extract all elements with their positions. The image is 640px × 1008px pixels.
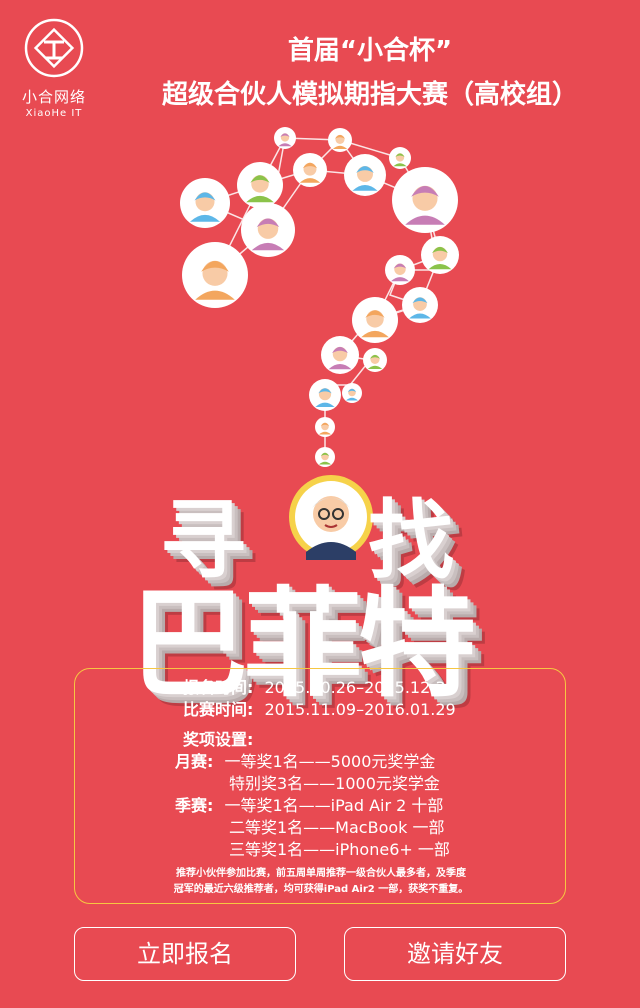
- headline-char-2: 找: [368, 491, 454, 591]
- avatar-node-icon: [321, 336, 359, 374]
- season-label: 季赛:: [175, 796, 214, 815]
- question-mark-network-illustration: [180, 127, 459, 467]
- signup-time-label: 报名时间:: [183, 678, 254, 697]
- headline-char-1: 寻: [160, 491, 246, 591]
- avatar-node-icon: [389, 147, 411, 169]
- logo-subtitle: XiaoHe IT: [25, 108, 83, 119]
- avatar-node-icon: [392, 167, 458, 233]
- prizes-label: 奖项设置:: [183, 730, 254, 749]
- avatar-node-icon: [293, 153, 327, 187]
- signup-time-value: 2015.10.26–2015.12.31: [264, 678, 456, 697]
- buffett-avatar-icon: [289, 475, 373, 560]
- avatar-node-icon: [352, 297, 398, 343]
- avatar-node-icon: [241, 203, 295, 257]
- logo: 小合网络 XiaoHe IT: [14, 18, 94, 119]
- title-line-1: 首届“小合杯”: [287, 36, 453, 66]
- logo-name: 小合网络: [21, 88, 86, 106]
- avatar-node-icon: [274, 127, 296, 149]
- avatar-node-icon: [309, 379, 341, 411]
- contest-time-value: 2015.11.09–2016.01.29: [264, 700, 456, 719]
- avatar-node-icon: [363, 348, 387, 372]
- season-prize-3: 三等奖1名——iPhone6+ 一部: [229, 840, 450, 859]
- referral-note-line-2: 冠军的最近六级推荐者，均可获得iPad Air2 一部，获奖不重复。: [173, 884, 469, 895]
- referral-note-line-1: 推荐小伙伴参加比赛，前五周单周推荐一级合伙人最多者，及季度: [176, 868, 466, 879]
- avatar-node-icon: [402, 287, 438, 323]
- avatar-node-icon: [315, 417, 335, 437]
- avatar-node-icon: [237, 162, 283, 208]
- avatar-node-icon: [182, 242, 248, 308]
- avatar-node-icon: [342, 383, 362, 403]
- signup-button[interactable]: 立即报名: [74, 927, 296, 981]
- avatar-node-icon: [315, 447, 335, 467]
- title-line-2: 超级合伙人模拟期指大赛（高校组）: [161, 80, 578, 110]
- invite-friends-button[interactable]: 邀请好友: [344, 927, 566, 981]
- contest-time-label: 比赛时间:: [183, 700, 254, 719]
- season-prize-2: 二等奖1名——MacBook 一部: [229, 818, 445, 837]
- xiaohe-logo-icon: [24, 18, 84, 78]
- headline-name: 巴菲特: [130, 575, 476, 713]
- avatar-node-icon: [344, 154, 386, 196]
- avatar-node-icon: [328, 128, 352, 152]
- monthly-prize-1: 一等奖1名——5000元奖学金: [224, 752, 436, 771]
- avatar-node-icon: [421, 236, 459, 274]
- avatar-node-icon: [180, 178, 230, 228]
- avatar-node-icon: [385, 255, 415, 285]
- season-prize-1: 一等奖1名——iPad Air 2 十部: [224, 796, 444, 815]
- monthly-prize-2: 特别奖3名——1000元奖学金: [229, 774, 440, 793]
- monthly-label: 月赛:: [175, 752, 214, 771]
- contest-info-box: 报名时间: 2015.10.26–2015.12.31 比赛时间: 2015.1…: [74, 668, 566, 904]
